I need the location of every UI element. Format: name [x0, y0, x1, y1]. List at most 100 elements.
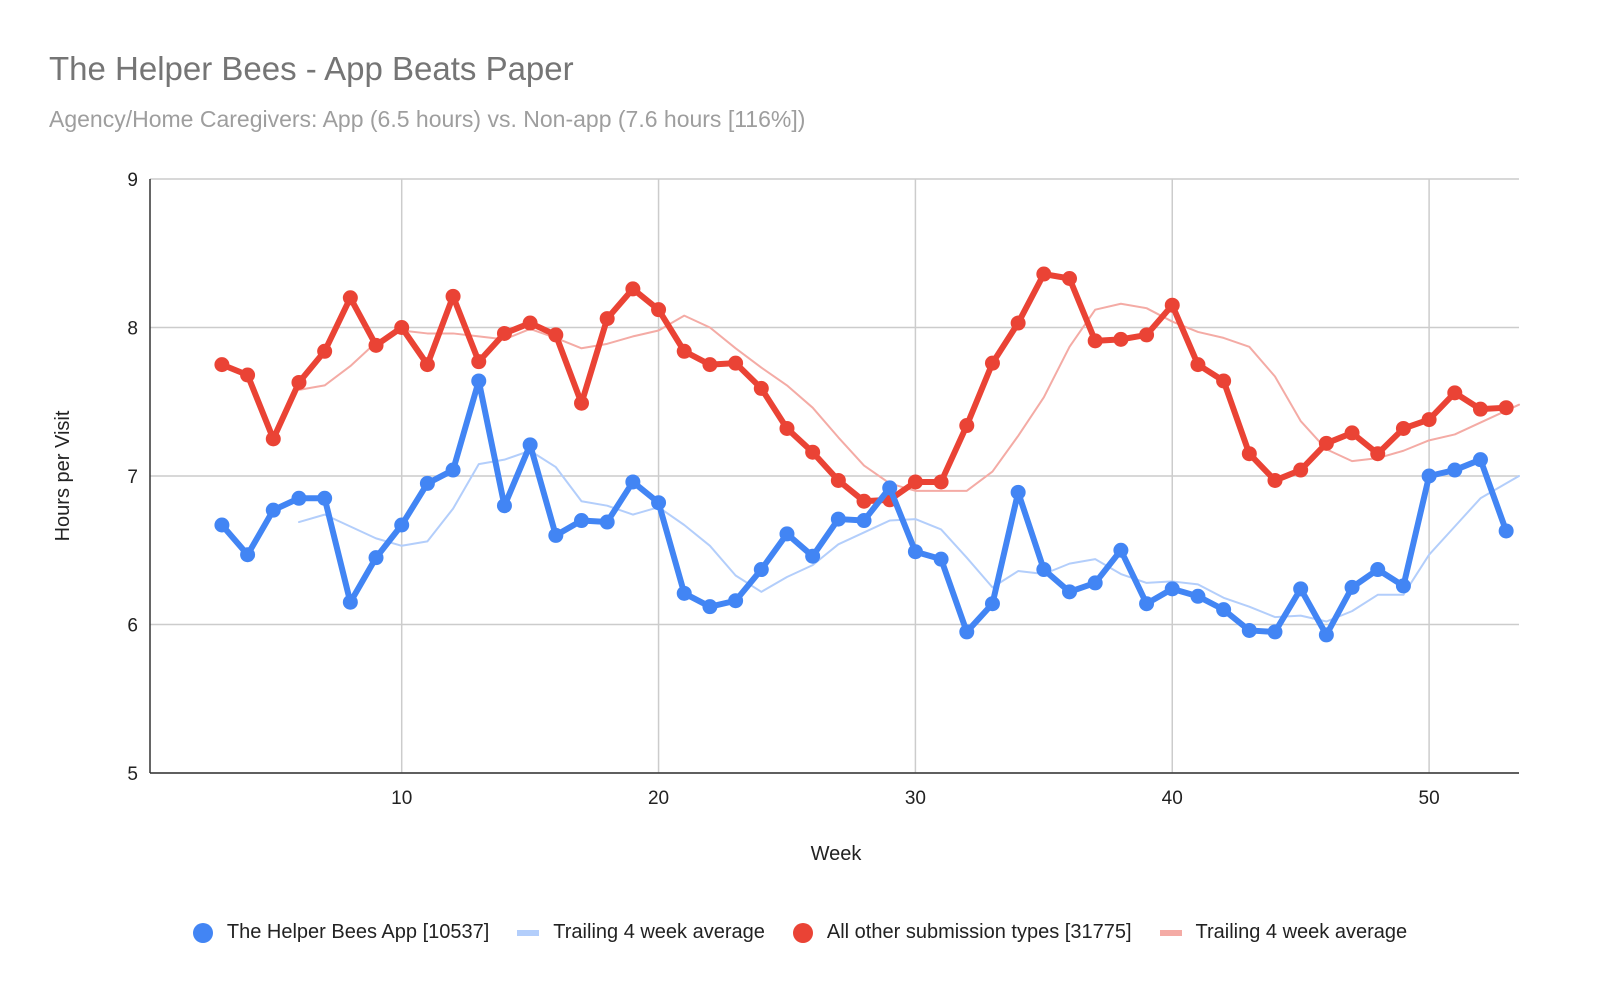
data-point-app[interactable] [728, 593, 744, 609]
data-point-app[interactable] [1087, 575, 1103, 591]
legend-item-other[interactable]: All other submission types [31775] [792, 921, 1132, 944]
data-point-app[interactable] [1216, 602, 1232, 618]
data-point-other[interactable] [368, 337, 384, 353]
data-point-app[interactable] [805, 548, 821, 564]
data-point-other[interactable] [471, 354, 487, 370]
data-point-other[interactable] [265, 431, 281, 447]
data-point-other[interactable] [214, 357, 230, 373]
data-point-other[interactable] [1344, 425, 1360, 441]
data-point-app[interactable] [1010, 484, 1026, 500]
legend-item-app-average[interactable]: Trailing 4 week average [517, 921, 765, 944]
data-point-other[interactable] [805, 444, 821, 460]
data-point-app[interactable] [1498, 523, 1514, 539]
data-point-app[interactable] [1139, 596, 1155, 612]
data-point-other[interactable] [1241, 446, 1257, 462]
data-point-app[interactable] [1395, 578, 1411, 594]
data-point-other[interactable] [984, 355, 1000, 371]
data-point-app[interactable] [548, 527, 564, 543]
data-point-other[interactable] [728, 355, 744, 371]
data-point-app[interactable] [1267, 624, 1283, 640]
data-point-app[interactable] [599, 514, 615, 530]
data-point-other[interactable] [599, 311, 615, 327]
data-point-other[interactable] [1010, 315, 1026, 331]
data-point-app[interactable] [214, 517, 230, 533]
data-point-app[interactable] [1344, 579, 1360, 595]
data-point-other[interactable] [1139, 327, 1155, 343]
data-point-app[interactable] [1421, 468, 1437, 484]
data-point-other[interactable] [394, 320, 410, 335]
data-point-other[interactable] [933, 474, 949, 490]
data-point-other[interactable] [753, 380, 769, 396]
data-point-app[interactable] [676, 585, 692, 601]
data-point-app[interactable] [240, 547, 256, 563]
legend-item-other-average[interactable]: Trailing 4 week average [1159, 921, 1407, 944]
data-point-other[interactable] [574, 395, 590, 411]
data-point-app[interactable] [651, 495, 667, 511]
data-point-other[interactable] [548, 327, 564, 343]
data-point-other[interactable] [1062, 270, 1078, 286]
data-point-app[interactable] [907, 544, 923, 560]
data-point-app[interactable] [419, 475, 435, 491]
legend-item-app[interactable]: The Helper Bees App [10537] [192, 921, 489, 944]
data-point-app[interactable] [830, 511, 846, 527]
data-point-app[interactable] [317, 490, 333, 506]
data-point-app[interactable] [984, 596, 1000, 612]
data-point-other[interactable] [419, 357, 435, 373]
data-point-other[interactable] [625, 281, 641, 297]
data-point-other[interactable] [1036, 266, 1052, 282]
data-point-other[interactable] [1190, 357, 1206, 373]
data-point-other[interactable] [676, 343, 692, 359]
data-point-app[interactable] [342, 594, 358, 610]
data-point-other[interactable] [779, 420, 795, 436]
data-point-other[interactable] [856, 493, 872, 509]
data-point-other[interactable] [1421, 412, 1437, 428]
data-point-other[interactable] [1164, 297, 1180, 313]
data-point-app[interactable] [1241, 622, 1257, 638]
data-point-other[interactable] [240, 367, 256, 383]
data-point-app[interactable] [1190, 588, 1206, 604]
data-point-app[interactable] [1318, 627, 1334, 643]
data-point-other[interactable] [522, 315, 538, 331]
data-point-app[interactable] [445, 462, 461, 478]
data-point-app[interactable] [856, 513, 872, 529]
data-point-app[interactable] [496, 498, 512, 514]
data-point-app[interactable] [1447, 462, 1463, 478]
data-point-other[interactable] [342, 290, 358, 306]
data-point-other[interactable] [702, 357, 718, 373]
data-point-other[interactable] [291, 374, 307, 390]
data-point-other[interactable] [1498, 400, 1514, 416]
data-point-app[interactable] [959, 624, 975, 640]
data-point-app[interactable] [779, 526, 795, 542]
data-point-other[interactable] [907, 474, 923, 490]
data-point-other[interactable] [1087, 333, 1103, 349]
data-point-other[interactable] [651, 302, 667, 318]
data-point-app[interactable] [1370, 562, 1386, 578]
data-point-other[interactable] [1113, 331, 1129, 347]
data-point-app[interactable] [394, 517, 410, 533]
data-point-app[interactable] [933, 551, 949, 567]
data-point-app[interactable] [625, 474, 641, 490]
data-point-other[interactable] [1293, 462, 1309, 478]
data-point-app[interactable] [522, 437, 538, 453]
data-point-other[interactable] [1472, 401, 1488, 417]
data-point-app[interactable] [1293, 581, 1309, 597]
data-point-other[interactable] [1216, 373, 1232, 389]
data-point-other[interactable] [1447, 385, 1463, 401]
data-point-app[interactable] [882, 480, 898, 496]
data-point-other[interactable] [1395, 420, 1411, 436]
data-point-app[interactable] [1164, 581, 1180, 597]
data-point-app[interactable] [1036, 562, 1052, 578]
data-point-app[interactable] [265, 502, 281, 518]
data-point-other[interactable] [1370, 446, 1386, 462]
data-point-app[interactable] [1472, 452, 1488, 468]
data-point-other[interactable] [830, 472, 846, 488]
data-point-other[interactable] [317, 343, 333, 359]
data-point-other[interactable] [1267, 472, 1283, 488]
data-point-app[interactable] [368, 550, 384, 566]
data-point-app[interactable] [471, 373, 487, 389]
data-point-app[interactable] [1113, 542, 1129, 558]
data-point-app[interactable] [1062, 584, 1078, 600]
data-point-other[interactable] [1318, 435, 1334, 451]
data-point-app[interactable] [291, 490, 307, 506]
data-point-other[interactable] [496, 325, 512, 341]
